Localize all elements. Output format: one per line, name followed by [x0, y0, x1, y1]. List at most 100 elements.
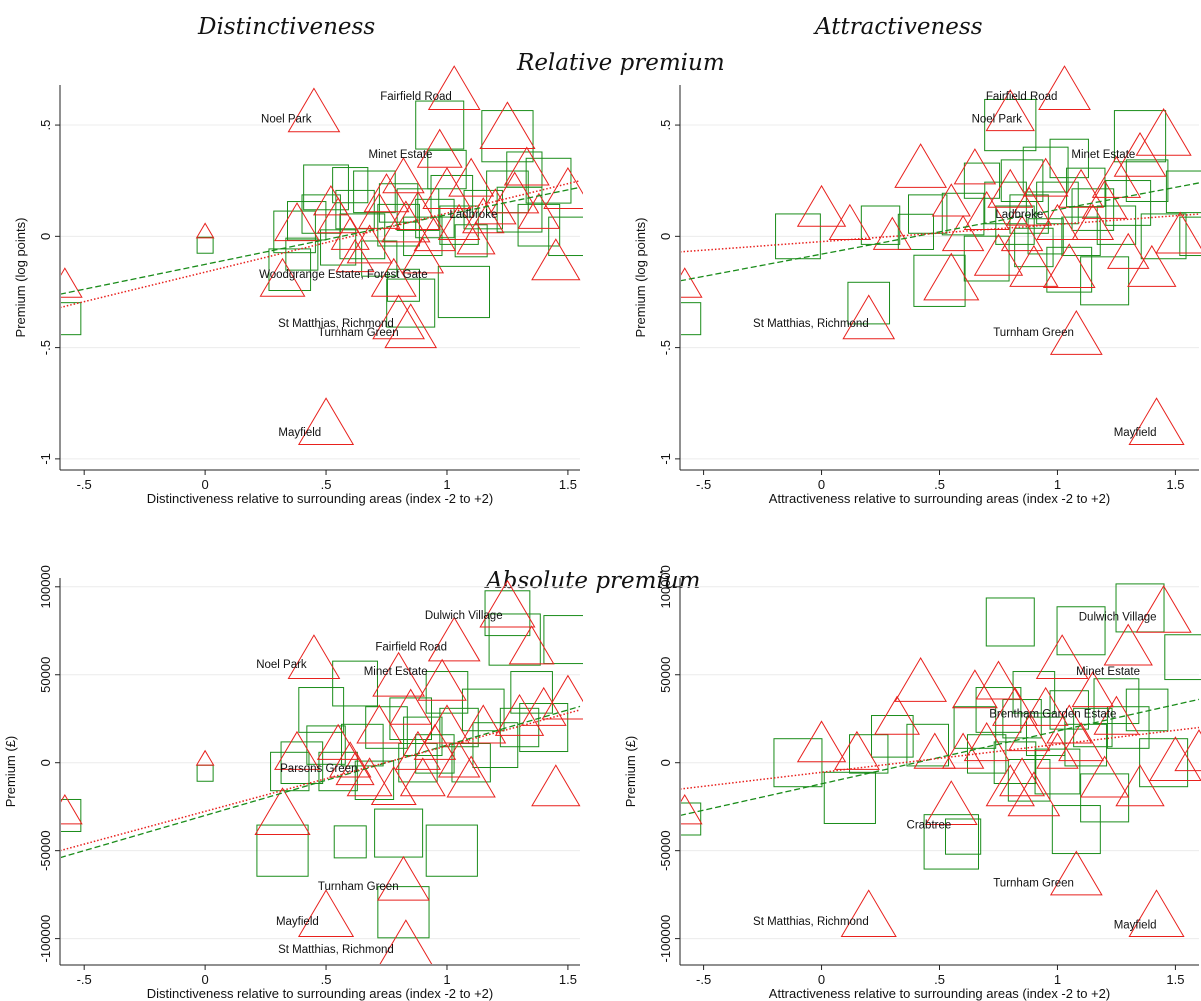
triangle-marker — [517, 192, 561, 229]
triangle-marker — [479, 101, 536, 150]
triangle-marker — [931, 183, 971, 217]
y-tick-label: 0 — [38, 233, 53, 240]
point-label: Mayfield — [1114, 427, 1157, 439]
x-tick-label: 1 — [1054, 972, 1061, 987]
point-label: St Matthias, Richmond — [278, 944, 394, 956]
x-tick-label: 0 — [201, 477, 208, 492]
square-marker — [897, 213, 935, 250]
square-marker — [906, 723, 950, 767]
square-marker — [398, 743, 438, 783]
triangle-marker — [297, 889, 355, 938]
square-marker — [953, 706, 997, 749]
triangle-marker — [1006, 186, 1053, 226]
square-marker — [377, 886, 430, 939]
square-marker — [1049, 138, 1089, 179]
point-label: Ladbroke — [449, 209, 497, 221]
square-marker — [681, 802, 702, 836]
x-tick-label: 1.5 — [1166, 477, 1184, 492]
scatter-panel-4: -.5 0 .5 1 1.5 -100000 -50000 0 50000 100000 Attra… — [623, 565, 1201, 1001]
point-label: Crabtree — [907, 819, 952, 831]
x-axis-title: Distinctiveness relative to surrounding … — [147, 986, 493, 1001]
triangle-marker — [894, 143, 948, 188]
triangle-marker — [1149, 736, 1201, 782]
triangle-marker — [384, 303, 438, 349]
point-label: Fairfield Road — [986, 91, 1058, 103]
x-tick-label: 0 — [818, 972, 825, 987]
triangle-marker — [531, 238, 581, 281]
triangle-marker — [987, 168, 1034, 208]
row-heading-absolute-premium: Absolute premium — [486, 568, 701, 594]
column-heading-attractiveness: Attractiveness — [815, 14, 983, 40]
triangle-marker — [1135, 584, 1192, 633]
point-label: St Matthias, Richmond — [278, 318, 394, 330]
triangle-marker — [394, 730, 441, 770]
square-marker — [386, 278, 436, 328]
fit-line-dashed — [61, 186, 581, 295]
square-marker — [823, 771, 876, 824]
square-marker — [944, 818, 982, 855]
square-marker — [984, 98, 1037, 152]
point-label: Turnham Green — [318, 327, 399, 339]
triangle-marker — [61, 793, 83, 825]
triangle-marker — [316, 197, 360, 234]
square-marker — [335, 189, 375, 230]
triangle-marker — [254, 787, 311, 836]
triangle-marker — [1036, 203, 1079, 240]
square-marker — [298, 687, 345, 733]
triangle-marker — [1103, 623, 1153, 666]
triangle-marker — [1079, 755, 1130, 798]
y-tick-label: 100000 — [658, 565, 673, 608]
triangle-marker — [1036, 732, 1079, 769]
square-marker — [1080, 773, 1130, 823]
y-axis-title: Premium (log points) — [633, 218, 648, 338]
triangle-marker — [681, 793, 703, 825]
point-label: Woodgrange Estate, Forest Gate — [259, 269, 428, 281]
y-tick-label: 0 — [658, 759, 673, 766]
square-marker — [427, 149, 467, 190]
square-marker — [1179, 216, 1201, 257]
point-label: Minet Estate — [369, 149, 433, 161]
square-marker — [1000, 159, 1044, 202]
fit-line-dashed — [681, 182, 1200, 282]
triangle-marker — [346, 757, 393, 797]
x-tick-label: .5 — [934, 972, 945, 987]
square-marker — [439, 707, 479, 748]
point-label: Ladbroke — [995, 209, 1043, 221]
triangle-marker — [1128, 397, 1185, 446]
x-tick-label: -.5 — [696, 477, 711, 492]
triangle-marker — [379, 919, 433, 964]
triangle-marker — [346, 224, 393, 264]
point-label: Noel Park — [972, 113, 1023, 125]
row-heading-relative-premium: Relative premium — [517, 50, 725, 76]
square-marker — [1113, 110, 1167, 163]
x-axis-title: Attractiveness relative to surrounding a… — [769, 986, 1110, 1001]
square-marker — [484, 590, 531, 637]
point-label: Mayfield — [278, 427, 321, 439]
triangle-marker — [1106, 232, 1150, 269]
triangle-marker — [446, 755, 496, 798]
point-label: St Matthias, Richmond — [753, 318, 869, 330]
point-label: Dulwich Village — [1079, 612, 1157, 624]
triangle-marker — [1042, 243, 1096, 289]
triangle-marker — [1022, 157, 1069, 197]
square-marker — [437, 265, 491, 319]
triangle-marker — [328, 741, 372, 778]
triangle-marker — [448, 157, 495, 197]
square-marker — [61, 798, 82, 832]
x-tick-label: 1 — [443, 477, 450, 492]
square-marker — [975, 687, 1022, 733]
square-marker — [488, 613, 541, 666]
triangle-marker — [313, 184, 349, 216]
triangle-marker — [427, 616, 481, 662]
point-label: Mayfield — [1114, 920, 1157, 932]
x-tick-label: .5 — [321, 477, 332, 492]
point-label: St Matthias, Richmond — [753, 916, 869, 928]
triangle-marker — [389, 688, 432, 725]
y-tick-label: -1 — [658, 453, 673, 465]
square-marker — [525, 157, 572, 204]
point-label: Noel Park — [261, 113, 312, 125]
triangle-marker — [1022, 686, 1069, 726]
x-tick-label: 1 — [1054, 477, 1061, 492]
